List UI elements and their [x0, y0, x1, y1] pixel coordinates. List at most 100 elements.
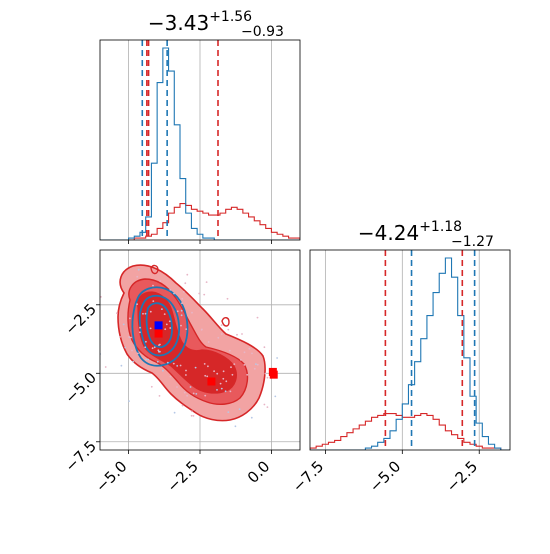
median-markers — [154, 321, 278, 386]
scatter-point — [241, 333, 243, 335]
scatter-point — [230, 366, 232, 369]
scatter-point — [164, 328, 167, 331]
scatter-point — [185, 374, 187, 376]
scatter-point — [162, 369, 164, 372]
scatter-point — [156, 360, 159, 363]
scatter-point — [231, 373, 234, 376]
scatter-point — [183, 391, 186, 394]
scatter-point — [149, 327, 152, 330]
scatter-point — [253, 367, 256, 370]
scatter-point — [266, 406, 269, 408]
scatter-point — [204, 394, 207, 397]
scatter-point — [98, 345, 100, 347]
scatter-point — [100, 296, 102, 298]
scatter-point — [263, 346, 266, 349]
scatter-point — [203, 363, 206, 365]
scatter-point — [217, 336, 220, 339]
scatter-point — [225, 380, 228, 383]
param2-plus: +1.18 — [419, 219, 462, 235]
hist2-xtick-label: −2.5 — [443, 457, 481, 495]
scatter-point — [227, 411, 230, 413]
scatter-point — [243, 364, 246, 366]
scatter-point — [243, 351, 246, 354]
hist1-ticks — [128, 240, 272, 244]
scatter-point — [180, 309, 183, 312]
scatter-point — [131, 349, 133, 352]
scatter-point — [220, 387, 223, 390]
density-panel: −5.0 −2.5 0.0−2.5−5.0−7.5 — [62, 249, 301, 496]
scatter-point — [136, 275, 139, 278]
scatter-point — [256, 363, 259, 366]
red-small-islands — [150, 264, 230, 327]
scatter-point — [152, 284, 154, 287]
scatter-point — [151, 347, 154, 350]
scatter-point — [129, 317, 131, 320]
scatter-point — [236, 333, 238, 336]
scatter-point — [142, 312, 144, 315]
hist1-red-histogram — [100, 202, 300, 240]
scatter-point — [220, 324, 223, 326]
scatter-point — [159, 280, 162, 282]
scatter-point — [161, 308, 163, 310]
scatter-point — [229, 390, 232, 393]
density-xtick-label: −2.5 — [164, 457, 202, 495]
scatter-point — [132, 360, 135, 363]
scatter-point — [116, 312, 118, 315]
hist2-blue-histogram — [310, 257, 510, 450]
scatter-point — [266, 376, 269, 379]
hist2-frame — [309, 249, 511, 451]
density-xtick-label: −5.0 — [92, 457, 130, 495]
scatter-point — [104, 366, 107, 368]
scatter-point — [216, 389, 218, 391]
scatter-point — [152, 300, 155, 302]
scatter-point — [213, 370, 216, 373]
scatter-point — [264, 372, 267, 375]
scatter-point — [128, 400, 130, 402]
scatter-point — [92, 327, 94, 329]
blue-contours — [131, 286, 189, 367]
scatter-point — [169, 327, 172, 329]
scatter-point — [139, 326, 141, 329]
scatter-point — [256, 316, 259, 319]
scatter-point — [238, 408, 241, 410]
scatter-point — [186, 394, 189, 397]
density-ytick-label: −5.0 — [62, 369, 100, 407]
scatter-point — [191, 410, 193, 413]
scatter-point — [228, 349, 231, 352]
scatter-point — [124, 346, 127, 349]
scatter-point — [145, 358, 148, 361]
scatter-point — [204, 374, 207, 377]
scatter-point — [153, 346, 156, 349]
scatter-point — [274, 395, 277, 398]
scatter-points — [92, 268, 278, 428]
scatter-point — [250, 416, 253, 419]
scatter-point — [224, 390, 227, 393]
scatter-point — [157, 349, 160, 352]
scatter-point — [226, 297, 229, 300]
scatter-point — [119, 336, 121, 338]
scatter-point — [130, 336, 132, 339]
scatter-point — [192, 415, 195, 417]
scatter-point — [163, 313, 166, 315]
scatter-point — [145, 340, 147, 343]
scatter-point — [144, 312, 147, 315]
scatter-point — [169, 288, 172, 291]
scatter-point — [139, 331, 141, 334]
scatter-point — [198, 292, 201, 295]
scatter-point — [165, 323, 168, 326]
scatter-point — [180, 314, 183, 317]
scatter-point — [251, 352, 253, 355]
param2-minus: −1.27 — [451, 234, 494, 250]
scatter-point — [166, 361, 169, 364]
scatter-point — [189, 386, 192, 388]
scatter-point — [201, 328, 203, 331]
scatter-point — [98, 347, 100, 349]
hist-panel-param2: −7.5 −5.0 −2.5 — [289, 249, 511, 496]
hist1-blue-histogram — [100, 47, 300, 240]
scatter-point — [191, 311, 193, 314]
scatter-point — [203, 293, 206, 296]
scatter-point — [222, 377, 225, 380]
param2-median: −4.24 — [358, 221, 419, 245]
red-median-marker — [207, 377, 216, 386]
scatter-point — [206, 375, 209, 378]
